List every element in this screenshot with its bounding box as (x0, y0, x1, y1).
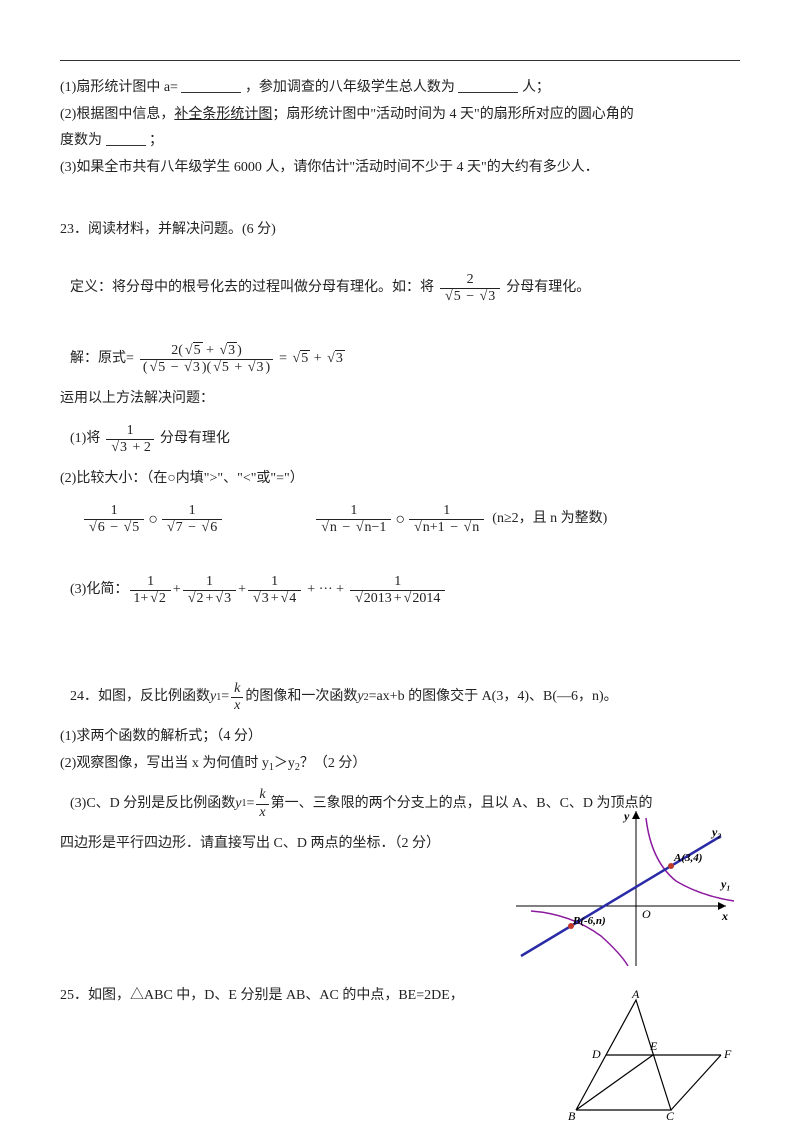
text: 解：原式= (70, 351, 134, 368)
frac: 1 6 − 5 (84, 503, 144, 536)
q24-figure: A(3,4) B(-6,n) O x y y₂ y₁ (516, 806, 736, 966)
q24-p1: (1)求两个函数的解析式；（4 分） (60, 724, 740, 751)
text: (1)扇形统计图中 a= (60, 80, 178, 95)
text: ，参加调查的八年级学生总人数为 (245, 80, 455, 95)
blank (458, 78, 518, 93)
frac: 2(5 + 3) (5 − 3)(5 + 3) (140, 343, 273, 376)
circle-blank: ○ (393, 510, 407, 529)
blank (106, 131, 146, 146)
q23-apply: 运用以上方法解决问题： (60, 386, 740, 413)
text: 分母有理化。 (506, 280, 590, 297)
frac: 1 3+4 (248, 574, 301, 607)
q22-2b: 度数为 ； (60, 128, 740, 155)
text: ； (149, 133, 163, 148)
y1-label: y₁ (719, 877, 731, 891)
q22-3: (3)如果全市共有八年级学生 6000 人，请你估计"活动时间不少于 4 天"的… (60, 155, 740, 182)
text: 度数为 (60, 133, 102, 148)
frac: 1 2013+2014 (350, 574, 445, 607)
circle-blank: ○ (146, 510, 160, 529)
frac: 1 3 + 2 (106, 423, 154, 456)
q23-p3: (3)化简： 1 1+2 + 1 2+3 + 1 3+4 + ··· + 1 2… (70, 574, 740, 607)
lbl-F: F (723, 1047, 732, 1061)
q23-p2-line: 1 6 − 5 ○ 1 7 − 6 1 n − n−1 ○ 1 n+1 − n … (70, 503, 740, 536)
top-rule (60, 60, 740, 61)
x-label: x (721, 909, 728, 923)
q22-1: (1)扇形统计图中 a= ，参加调查的八年级学生总人数为 人； (60, 75, 740, 102)
text: 24．如图，反比例函数 (70, 689, 210, 706)
text: (3)化简： (70, 582, 128, 599)
lbl-D: D (591, 1047, 601, 1061)
q23-p2: (2)比较大小：（在○内填">"、"<"或"="） (60, 466, 740, 493)
text: (2)根据图中信息， (60, 107, 174, 122)
q25-figure: A B C D E F (556, 990, 736, 1125)
text-underline: 补全条形统计图 (174, 107, 272, 122)
q24-p2: (2)观察图像，写出当 x 为何值时 y1＞y2？（2 分） (60, 751, 740, 778)
frac: 2 5 − 3 (440, 272, 500, 305)
text: 人； (522, 80, 550, 95)
text: =ax+b 的图像交于 A(3，4)、B(—6，n)。 (369, 689, 618, 706)
q24-intro: 24．如图，反比例函数 y1 = k x 的图像和一次函数 y2 =ax+b 的… (70, 681, 740, 714)
text: (3)C、D 分别是反比例函数 (70, 796, 235, 813)
lbl-C: C (666, 1109, 675, 1120)
frac: 1 7 − 6 (162, 503, 222, 536)
text: (1)将 (70, 431, 100, 448)
q22-2: (2)根据图中信息，补全条形统计图；扇形统计图中"活动时间为 4 天"的扇形所对… (60, 102, 740, 129)
q23-p1: (1)将 1 3 + 2 分母有理化 (70, 423, 740, 456)
text: 定义：将分母中的根号化去的过程叫做分母有理化。如：将 (70, 280, 434, 297)
lbl-B: B (568, 1109, 576, 1120)
text: ；扇形统计图中"活动时间为 4 天"的扇形所对应的圆心角的 (272, 107, 633, 122)
text: (n≥2，且 n 为整数) (492, 511, 607, 528)
text: 的图像和一次函数 (245, 689, 357, 706)
frac: 1 1+2 (130, 574, 171, 607)
blank (181, 78, 241, 93)
triangle-graph: A B C D E F (556, 990, 736, 1120)
q23-solve: 解：原式= 2(5 + 3) (5 − 3)(5 + 3) = 5 + 3 (70, 343, 740, 376)
pt-a: A(3,4) (673, 852, 702, 864)
y-label: y (622, 809, 630, 823)
q23-def: 定义：将分母中的根号化去的过程叫做分母有理化。如：将 2 5 − 3 分母有理化… (70, 272, 740, 305)
y2-label: y₂ (710, 825, 722, 839)
text: 分母有理化 (160, 431, 230, 448)
origin: O (642, 907, 651, 921)
q23-title: 23．阅读材料，并解决问题。(6 分) (60, 217, 740, 244)
frac: k x (256, 787, 268, 820)
exam-page: (1)扇形统计图中 a= ，参加调查的八年级学生总人数为 人； (2)根据图中信… (0, 0, 800, 1132)
frac: 1 n+1 − n (409, 503, 484, 536)
lbl-A: A (631, 990, 640, 1001)
text: + ··· + (303, 582, 348, 599)
frac: k x (231, 681, 243, 714)
coord-graph: A(3,4) B(-6,n) O x y y₂ y₁ (516, 806, 736, 966)
frac: 1 2+3 (183, 574, 236, 607)
lbl-E: E (649, 1039, 658, 1053)
frac: 1 n − n−1 (316, 503, 391, 536)
pt-b: B(-6,n) (572, 915, 606, 927)
